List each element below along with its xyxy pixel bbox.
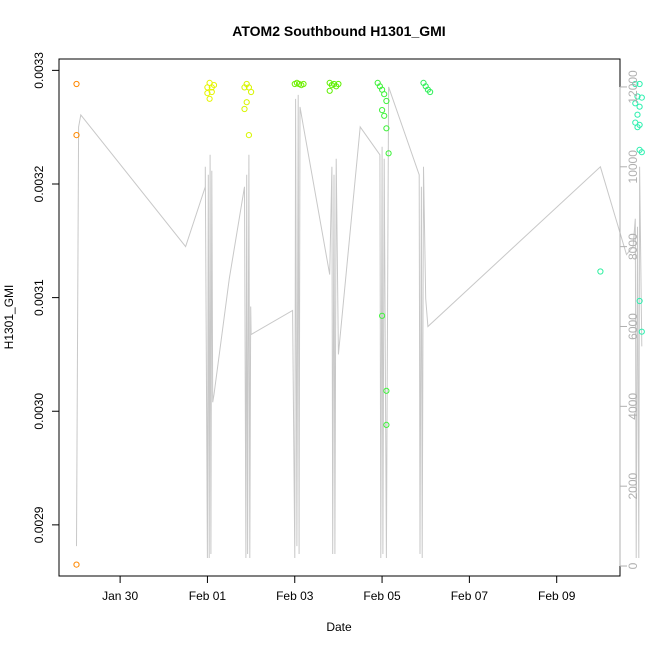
y-tick-label: 0.0031 <box>32 279 46 316</box>
data-point <box>241 84 248 91</box>
data-point <box>241 105 248 113</box>
data-point <box>632 80 639 88</box>
data-point <box>245 132 252 139</box>
y-tick-label: 0.0030 <box>32 393 46 430</box>
data-point <box>638 149 645 156</box>
data-point <box>636 80 643 88</box>
data-point <box>383 421 390 428</box>
data-point <box>638 94 645 101</box>
y-tick-label: 0.0032 <box>32 165 46 202</box>
data-point <box>379 107 386 114</box>
data-point <box>326 87 333 94</box>
data-point <box>638 328 645 335</box>
data-point <box>204 90 211 97</box>
x-axis: Jan 30 Feb 01 Feb 03 Feb 05 Feb 07 Feb 09 <box>102 575 576 603</box>
y-tick-label: 0.0029 <box>32 506 46 543</box>
data-point <box>300 80 307 88</box>
data-point <box>208 88 215 96</box>
data-point <box>597 268 604 275</box>
data-point <box>243 99 250 106</box>
x-tick-label: Feb 05 <box>363 589 401 603</box>
data-point <box>385 150 392 157</box>
data-point <box>379 312 386 319</box>
data-point <box>383 387 390 394</box>
altitude-layer <box>76 86 643 559</box>
data-point <box>210 82 218 89</box>
data-point <box>381 112 388 119</box>
data-point <box>73 80 80 88</box>
y2-tick-label: 2000 <box>626 473 640 500</box>
data-point <box>383 125 390 132</box>
altitude-line <box>76 86 643 559</box>
data-point <box>73 561 80 568</box>
data-point <box>335 80 342 88</box>
x-tick-label: Feb 09 <box>538 589 576 603</box>
data-point <box>248 88 255 96</box>
y2-tick-label: 4000 <box>626 393 640 420</box>
chart-title: ATOM2 Southbound H1301_GMI <box>232 23 445 39</box>
y2-tick-label: 12000 <box>626 70 640 104</box>
y2-tick-label: 10000 <box>626 150 640 184</box>
x-tick-label: Feb 01 <box>189 589 227 603</box>
y2-tick-label: 0 <box>626 562 640 569</box>
data-point <box>634 111 641 118</box>
y-axis: 0.0029 0.0030 0.0031 0.0032 0.0033 <box>32 52 60 543</box>
data-point <box>636 297 643 305</box>
y2-tick-label: 6000 <box>626 313 640 340</box>
data-point <box>383 97 390 105</box>
y-axis-label: H1301_GMI <box>2 285 16 350</box>
data-point <box>381 91 388 98</box>
y2-tick-label: 8000 <box>626 233 640 260</box>
data-point <box>636 103 643 110</box>
data-point <box>632 100 639 107</box>
x-tick-label: Jan 30 <box>102 589 138 603</box>
data-point <box>634 124 641 131</box>
data-point <box>427 88 434 96</box>
data-point <box>73 132 80 139</box>
x-axis-label: Date <box>326 620 352 634</box>
x-tick-label: Feb 07 <box>451 589 489 603</box>
data-point <box>634 93 641 100</box>
data-point <box>206 95 213 102</box>
y2-axis: 0 2000 4000 6000 8000 10000 12000 <box>619 70 640 569</box>
points-layer <box>73 79 645 568</box>
x-tick-label: Feb 03 <box>276 589 314 603</box>
y-tick-label: 0.0033 <box>32 52 46 89</box>
